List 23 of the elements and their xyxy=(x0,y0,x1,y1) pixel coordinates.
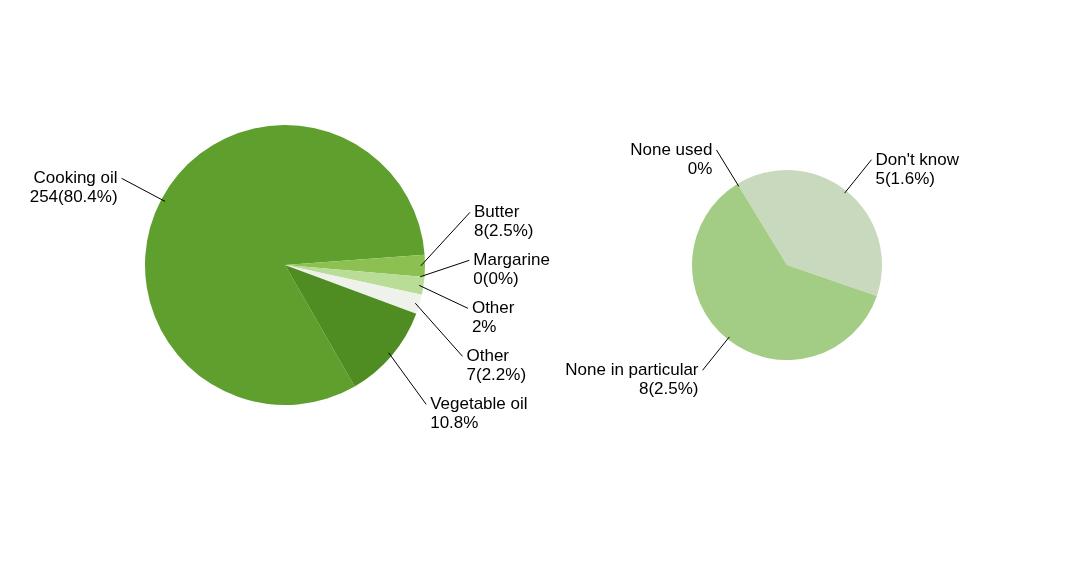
slice-label: Don't know xyxy=(875,149,960,169)
data-label: 5(1.6%) xyxy=(875,168,935,188)
data-label: 10.8% xyxy=(430,413,479,433)
legend-label: Margarine xyxy=(473,250,550,270)
pie-slice xyxy=(285,265,425,295)
slice-label: None in particular xyxy=(565,360,699,380)
text: 0% xyxy=(687,158,713,178)
text: 0(0%) xyxy=(473,269,519,289)
slice-label: Other xyxy=(466,346,510,366)
pie-slice xyxy=(285,265,422,314)
pie-slice xyxy=(285,265,417,387)
data-label: 8(2.5%) xyxy=(639,379,699,399)
data-label: 8(2.5%) xyxy=(474,221,534,241)
pie-slice xyxy=(692,184,877,360)
data-label: 254(80.4%) xyxy=(29,187,118,207)
slice-label: Other xyxy=(471,298,515,318)
pie-slice xyxy=(145,125,425,405)
slice-label: Vegetable oil xyxy=(430,394,528,414)
slice-label: Cooking oil xyxy=(33,168,118,188)
category-label: None used xyxy=(630,139,713,159)
data-label: 7(2.2%) xyxy=(466,365,527,385)
slice-label: Butter xyxy=(474,202,520,222)
data-label: 2% xyxy=(471,317,497,337)
